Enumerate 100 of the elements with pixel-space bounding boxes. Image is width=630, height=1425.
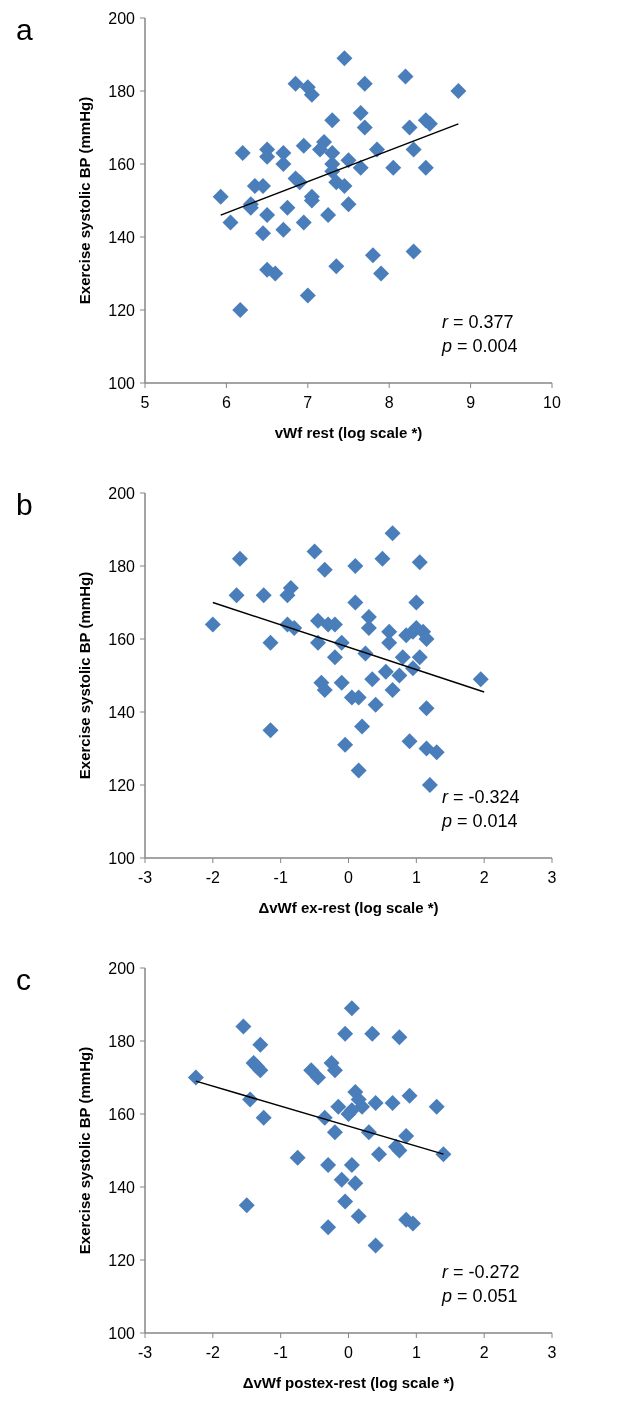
x-tick-label: 3 (547, 869, 557, 886)
y-tick-label: 160 (108, 1105, 136, 1123)
x-tick-label: 0 (344, 869, 354, 886)
point (320, 1219, 337, 1236)
point (364, 1025, 381, 1042)
point (408, 594, 425, 611)
point (374, 550, 391, 567)
x-axis-title: vWf rest (log scale *) (274, 424, 423, 441)
point (336, 50, 353, 67)
point (337, 1193, 354, 1210)
point (347, 1175, 364, 1192)
point (187, 1069, 204, 1086)
y-tick-label: 140 (108, 703, 136, 721)
point (279, 199, 296, 216)
x-tick-label: 9 (466, 394, 476, 411)
annotation: r = -0.272 (442, 1262, 520, 1282)
point (373, 265, 390, 282)
point (259, 207, 276, 224)
x-tick-label: -3 (137, 869, 153, 886)
annotation: p = 0.014 (441, 811, 518, 831)
point (326, 1124, 343, 1141)
point (333, 1171, 350, 1188)
y-tick-label: 180 (108, 557, 136, 575)
x-tick-label: -1 (273, 1344, 288, 1361)
point (364, 671, 381, 688)
y-tick-label: 200 (108, 959, 136, 977)
point (252, 1036, 269, 1053)
x-tick-label: 6 (221, 394, 231, 411)
y-tick-label: 100 (108, 1324, 136, 1342)
point (352, 159, 369, 176)
point (367, 1095, 384, 1112)
point (238, 1197, 255, 1214)
point (340, 152, 357, 169)
point (275, 156, 292, 172)
point (328, 258, 345, 275)
point (356, 119, 373, 136)
x-tick-label: 1 (411, 1344, 421, 1361)
x-tick-label: 7 (303, 394, 313, 411)
point (267, 265, 284, 282)
x-tick-label: 2 (479, 869, 489, 886)
point (330, 1098, 347, 1115)
point (398, 1127, 415, 1144)
point (320, 207, 337, 224)
point (333, 674, 350, 691)
x-tick-label: 3 (547, 1344, 557, 1361)
point (411, 649, 428, 666)
y-axis-title: Exercise systolic BP (mmHg) (76, 1046, 93, 1255)
point (231, 550, 248, 567)
y-tick-label: 200 (108, 9, 136, 27)
chart-title: c (16, 963, 31, 996)
point (371, 1146, 388, 1163)
point (401, 733, 418, 750)
point (352, 104, 369, 121)
y-tick-label: 180 (108, 1032, 136, 1050)
point (450, 83, 467, 99)
point (337, 1025, 354, 1042)
x-tick-label: 5 (140, 394, 150, 411)
y-axis-title: Exercise systolic BP (mmHg) (76, 571, 93, 780)
point (405, 141, 422, 158)
annotation: r = -0.324 (442, 787, 520, 807)
y-tick-label: 140 (108, 228, 136, 246)
point (316, 561, 333, 578)
point (394, 649, 411, 666)
y-tick-label: 160 (108, 155, 136, 173)
point (316, 682, 333, 699)
point (397, 68, 414, 85)
point (326, 649, 343, 666)
x-tick-label: 10 (543, 394, 561, 411)
point (401, 1087, 418, 1104)
point (295, 137, 312, 154)
point (248, 1058, 265, 1075)
x-tick-label: -2 (205, 869, 221, 886)
point (417, 159, 434, 176)
y-tick-label: 120 (108, 776, 136, 794)
point (255, 1109, 272, 1126)
point (421, 777, 438, 793)
x-axis-title: ΔvWf ex-rest (log scale *) (258, 899, 439, 916)
annotation: r = 0.377 (442, 312, 514, 332)
point (384, 682, 401, 699)
point (336, 177, 353, 194)
point (262, 722, 279, 739)
point (391, 667, 408, 684)
point (367, 1237, 384, 1254)
point (368, 141, 385, 158)
point (299, 287, 316, 304)
point (309, 1069, 326, 1086)
x-tick-label: 1 (411, 869, 421, 886)
point (391, 1029, 408, 1046)
point (262, 634, 279, 651)
point (275, 221, 292, 238)
point (418, 631, 435, 647)
x-tick-label: -2 (205, 1344, 221, 1361)
y-tick-label: 160 (108, 630, 136, 648)
point (287, 75, 304, 92)
point (428, 744, 445, 761)
point (411, 554, 428, 571)
chart-title: a (16, 13, 33, 46)
x-tick-label: 2 (479, 1344, 489, 1361)
y-tick-label: 100 (108, 849, 136, 867)
point (337, 736, 354, 753)
